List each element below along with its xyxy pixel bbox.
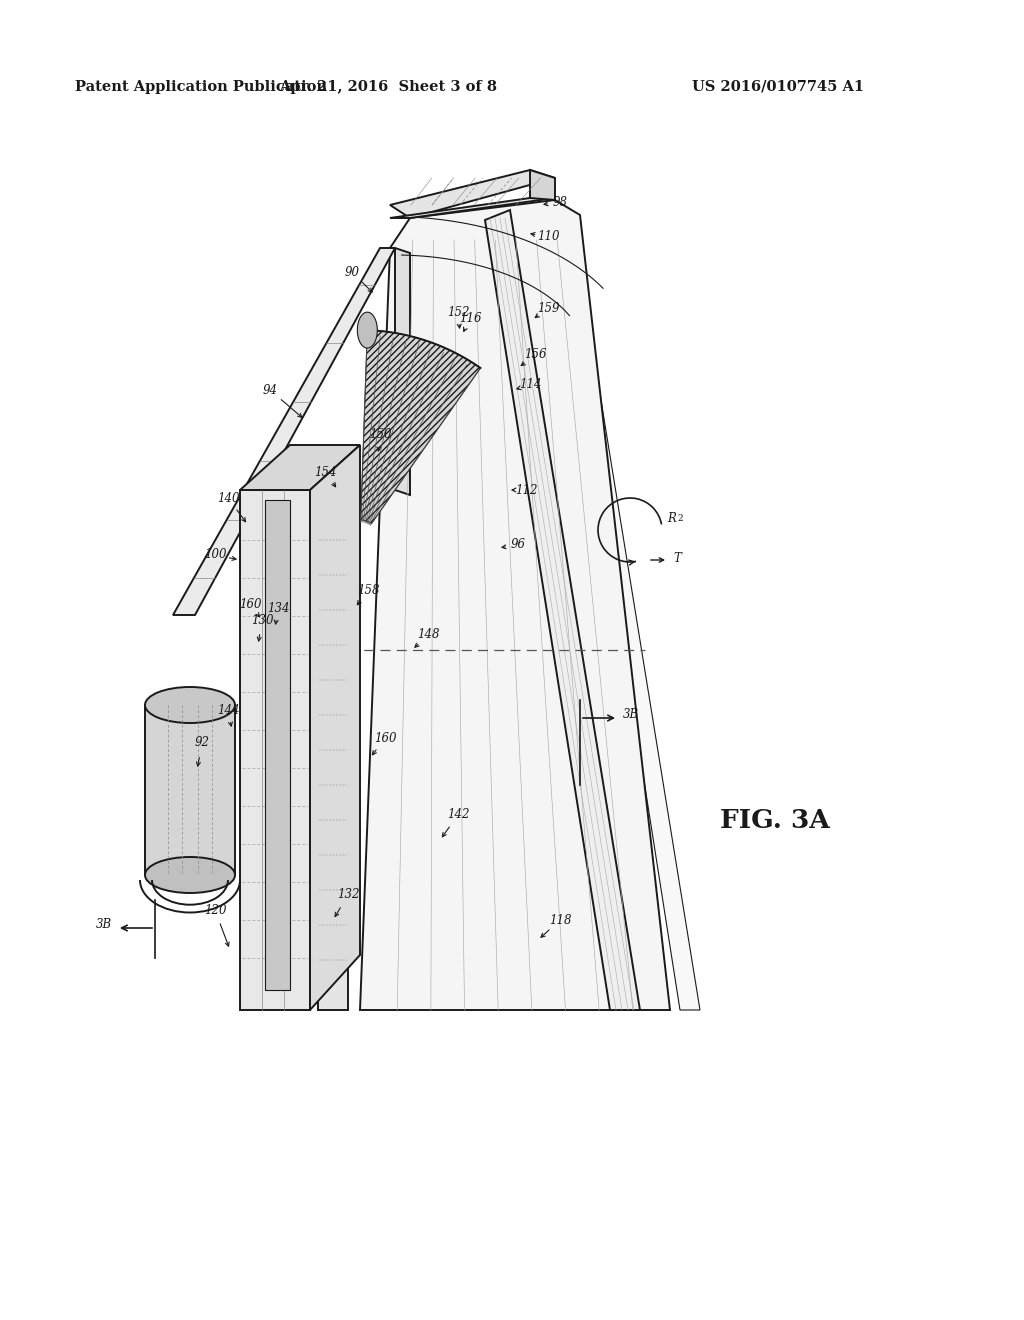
Text: 154: 154 [313, 466, 336, 479]
Text: 160: 160 [374, 731, 396, 744]
Polygon shape [318, 500, 348, 1010]
Ellipse shape [145, 686, 234, 723]
Text: 3B: 3B [96, 919, 112, 932]
Polygon shape [145, 705, 234, 875]
Polygon shape [357, 312, 377, 348]
Text: 134: 134 [266, 602, 289, 615]
Polygon shape [560, 240, 700, 1010]
Text: 96: 96 [511, 539, 525, 552]
Text: 94: 94 [262, 384, 278, 396]
Text: 2: 2 [677, 513, 683, 523]
Text: 142: 142 [446, 808, 469, 821]
Text: US 2016/0107745 A1: US 2016/0107745 A1 [692, 81, 864, 94]
Text: 116: 116 [459, 312, 481, 325]
Text: 152: 152 [446, 305, 469, 318]
Polygon shape [240, 490, 310, 1010]
Polygon shape [240, 445, 360, 490]
Text: 114: 114 [519, 379, 542, 392]
Polygon shape [310, 445, 360, 1010]
Polygon shape [360, 330, 480, 524]
Polygon shape [173, 248, 395, 615]
Text: 158: 158 [356, 583, 379, 597]
Text: 156: 156 [523, 348, 546, 362]
Text: 140: 140 [217, 491, 240, 504]
Text: T: T [673, 552, 681, 565]
Text: 132: 132 [337, 888, 359, 902]
Text: 148: 148 [417, 628, 439, 642]
Text: 160: 160 [239, 598, 261, 611]
Text: Apr. 21, 2016  Sheet 3 of 8: Apr. 21, 2016 Sheet 3 of 8 [279, 81, 497, 94]
Text: R: R [667, 511, 676, 524]
Text: 144: 144 [217, 704, 240, 717]
Polygon shape [395, 248, 410, 495]
Polygon shape [360, 201, 670, 1010]
Text: 90: 90 [344, 265, 359, 279]
Text: 92: 92 [195, 737, 210, 750]
Text: 159: 159 [537, 301, 559, 314]
Text: 3B: 3B [623, 709, 639, 722]
Text: 120: 120 [204, 903, 226, 916]
Text: 98: 98 [553, 195, 567, 209]
Text: 150: 150 [369, 429, 391, 441]
Polygon shape [390, 198, 555, 218]
Text: 100: 100 [204, 549, 226, 561]
Text: 112: 112 [515, 483, 538, 496]
Polygon shape [390, 170, 555, 218]
Polygon shape [530, 170, 555, 201]
Ellipse shape [145, 857, 234, 894]
Text: Patent Application Publication: Patent Application Publication [75, 81, 327, 94]
Text: 130: 130 [251, 614, 273, 627]
Polygon shape [265, 500, 290, 990]
Text: 118: 118 [549, 913, 571, 927]
Text: FIG. 3A: FIG. 3A [720, 808, 829, 833]
Text: 110: 110 [537, 231, 559, 243]
Polygon shape [485, 210, 640, 1010]
